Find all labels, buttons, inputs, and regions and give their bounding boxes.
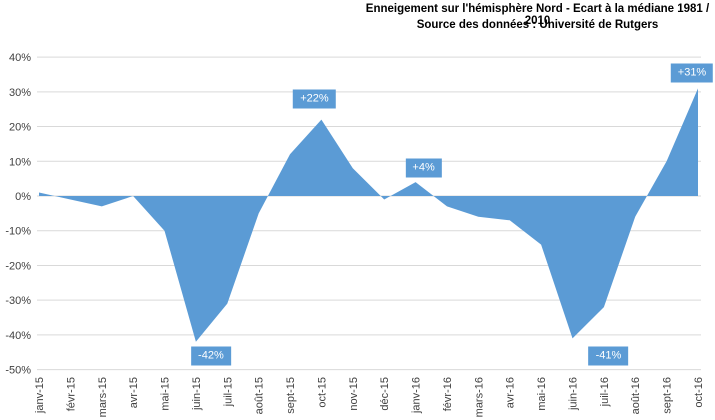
data-label: -41% (588, 346, 629, 366)
x-axis-tick-label: août-15 (254, 377, 266, 414)
y-axis-tick-label: 40% (9, 52, 31, 64)
y-axis-tick-label: -10% (5, 226, 31, 238)
y-axis-tick-label: -30% (5, 295, 31, 307)
x-axis-tick-label: juin-15 (191, 377, 203, 411)
x-axis-tick-label: mai-15 (160, 377, 172, 411)
x-axis-tick-label: mars-16 (473, 377, 485, 417)
y-axis-tick-label: -50% (5, 365, 31, 377)
x-axis-tick-label: mars-15 (97, 377, 109, 417)
x-axis-tick-label: juin-16 (568, 377, 580, 411)
x-axis-tick-label: févr-15 (65, 377, 77, 411)
x-axis-tick-label: janv-15 (34, 377, 46, 414)
x-axis-tick-label: juil-15 (222, 377, 234, 407)
chart-title: Enneigement sur l'hémisphère Nord - Ecar… (365, 3, 710, 27)
x-axis-tick-label: avr-16 (505, 377, 517, 408)
x-axis-tick-label: oct-16 (693, 377, 705, 408)
area-series (39, 88, 698, 342)
chart-subtitle: Source des données : Université de Rutge… (416, 19, 659, 31)
x-axis-tick-label: sept-16 (662, 377, 674, 414)
data-label: +22% (293, 89, 336, 109)
y-axis-tick-label: -20% (5, 260, 31, 272)
x-axis-tick-label: nov-15 (348, 377, 360, 411)
x-axis-tick-label: janv-16 (411, 377, 423, 414)
y-axis-tick-label: 20% (9, 122, 31, 134)
y-axis-tick-label: 10% (9, 156, 31, 168)
x-axis-tick-label: sept-15 (285, 377, 297, 414)
y-axis-tick-label: 0% (15, 191, 31, 203)
x-axis-tick-label: déc-15 (379, 377, 391, 411)
data-label: +4% (405, 158, 442, 178)
x-axis-tick-label: juil-16 (599, 377, 611, 407)
x-axis-tick-label: févr-16 (442, 377, 454, 411)
data-label: +31% (670, 63, 714, 83)
y-axis-tick-label: 30% (9, 87, 31, 99)
y-axis-tick-label: -40% (5, 330, 31, 342)
data-label: -42% (191, 346, 231, 366)
x-axis-tick-label: oct-15 (316, 377, 328, 408)
x-axis-tick-label: avr-15 (128, 377, 140, 408)
x-axis-tick-label: août-16 (630, 377, 642, 414)
x-axis-tick-label: mai-16 (536, 377, 548, 411)
